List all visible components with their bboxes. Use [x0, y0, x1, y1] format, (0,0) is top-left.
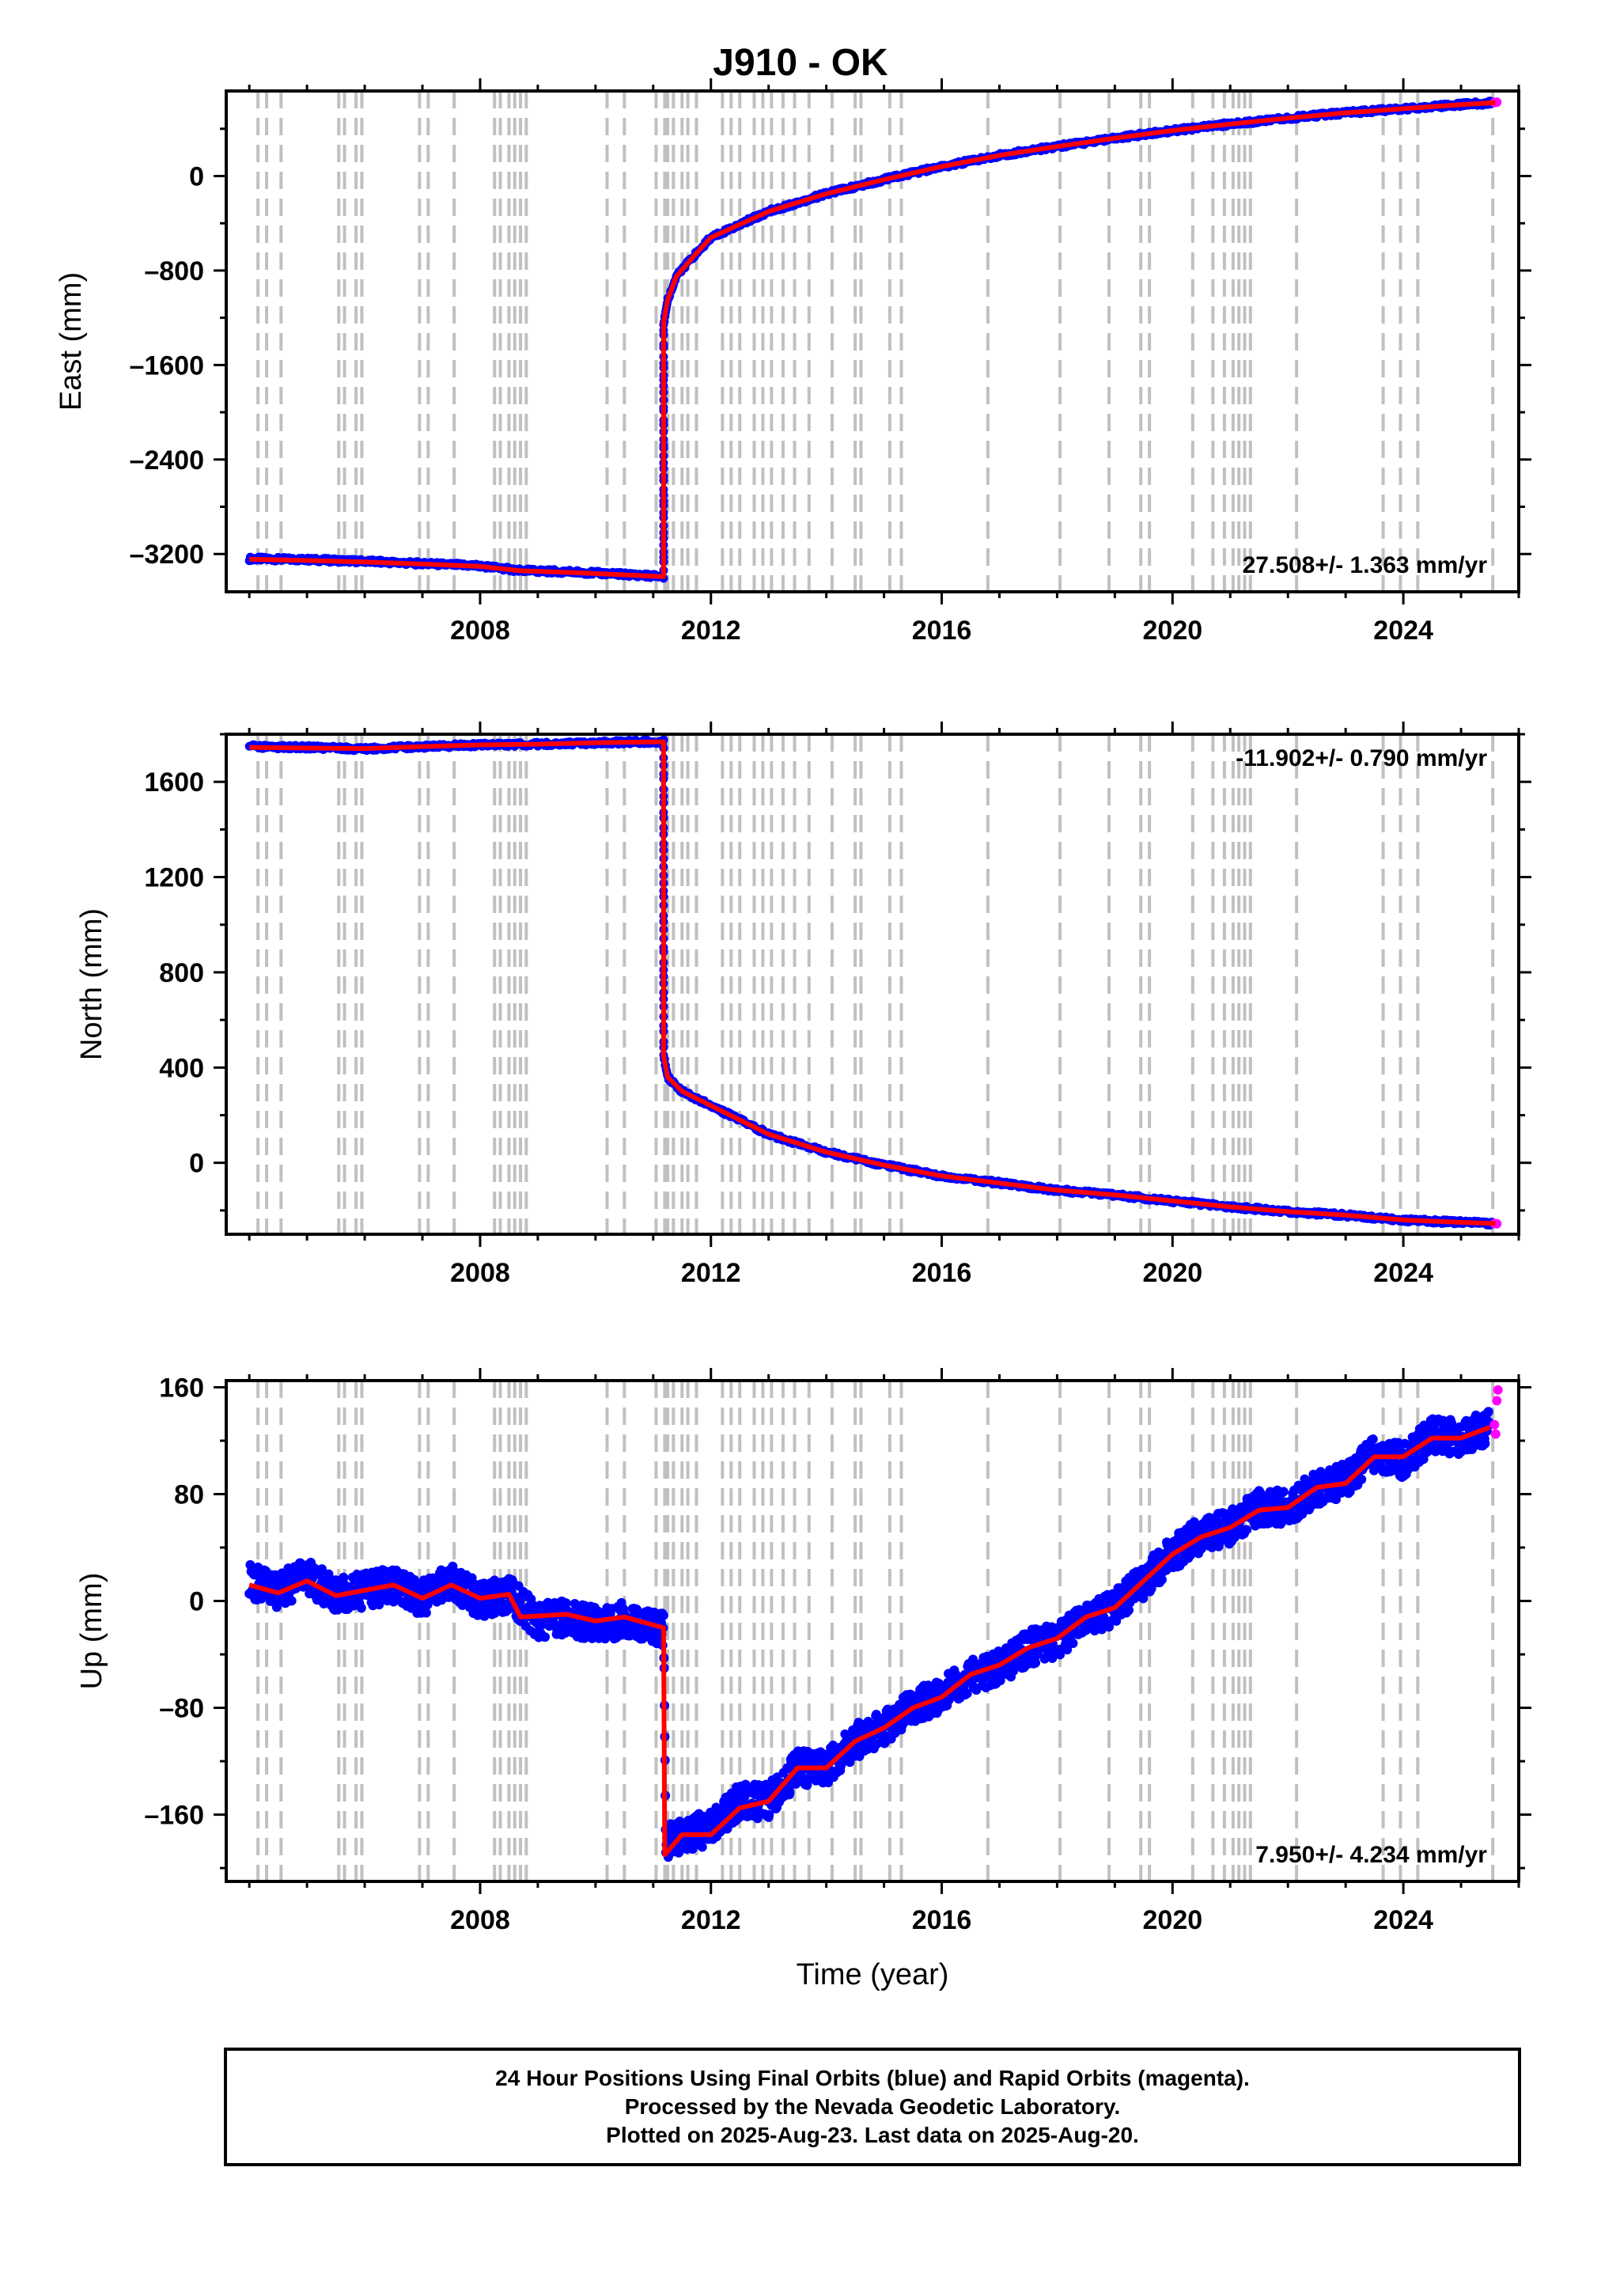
- final-orbit-point: [1096, 1624, 1107, 1635]
- final-orbit-point: [1124, 1605, 1134, 1616]
- final-orbit-point: [1156, 1574, 1167, 1585]
- final-orbit-point: [356, 1603, 366, 1613]
- final-orbit-point: [316, 1564, 327, 1574]
- x-tick-label: 2008: [450, 616, 510, 646]
- y-tick-label: 0: [189, 1149, 204, 1179]
- y-tick-label: –2400: [129, 445, 204, 475]
- final-orbit-point: [697, 1842, 707, 1852]
- x-tick-label: 2012: [681, 616, 741, 646]
- final-orbit-point: [561, 1598, 571, 1608]
- final-orbit-point: [422, 1600, 433, 1610]
- y-axis-label: East (mm): [55, 272, 88, 411]
- plot-frame: [225, 733, 1520, 1236]
- event-lines: [256, 1381, 1495, 1881]
- final-orbit-point: [785, 1787, 795, 1798]
- y-tick-label: 800: [159, 958, 204, 988]
- chart-title: J910 - OK: [713, 42, 888, 84]
- x-tick-label: 2020: [1143, 616, 1203, 646]
- data-points: [244, 735, 1502, 1230]
- data-points: [244, 1385, 1503, 1862]
- x-tick-label: 2024: [1373, 616, 1433, 646]
- final-orbit-point: [1055, 1650, 1065, 1660]
- x-tick-label: 2016: [912, 616, 972, 646]
- north-panel: 2008 2012 2016 2020 2024 0 400 800 1200 1600 North…: [75, 722, 1531, 1288]
- x-tick-label: 2020: [1143, 1258, 1203, 1288]
- x-tick-label: 2008: [450, 1258, 510, 1288]
- y-tick-label: 1200: [144, 863, 204, 893]
- y-tick-label: 1600: [144, 767, 204, 798]
- final-orbit-point: [962, 1688, 972, 1699]
- final-orbit-point: [1031, 1658, 1041, 1668]
- final-orbit-point: [286, 1596, 297, 1606]
- final-orbit-point: [1062, 1645, 1073, 1655]
- event-lines: [256, 734, 1495, 1234]
- y-tick-label: –3200: [129, 540, 204, 570]
- model-fit-line: [249, 739, 1496, 1226]
- velocity-rate-label: -11.902+/- 0.790 mm/yr: [1236, 745, 1487, 771]
- final-orbit-point: [421, 1608, 431, 1618]
- east-panel: 2008 2012 2016 2020 2024 –3200 –2400 –1600 –800 0…: [55, 78, 1531, 646]
- final-orbit-point: [540, 1632, 551, 1642]
- final-orbit-point: [1138, 1593, 1149, 1604]
- x-tick-label: 2012: [681, 1258, 741, 1288]
- final-orbit-point: [490, 1608, 500, 1618]
- final-orbit-point: [1068, 1639, 1078, 1649]
- x-tick-label: 2016: [912, 1258, 972, 1288]
- data-points: [244, 97, 1502, 583]
- model-fit-line: [249, 100, 1496, 579]
- y-tick-label: 0: [189, 161, 204, 191]
- final-orbit-point: [764, 1809, 774, 1820]
- final-orbit-point: [1189, 1517, 1199, 1527]
- final-orbit-point: [658, 1610, 668, 1620]
- x-tick-label: 2024: [1373, 1258, 1433, 1288]
- final-orbit-point: [374, 1600, 384, 1610]
- event-lines: [256, 91, 1495, 592]
- velocity-rate-label: 27.508+/- 1.363 mm/yr: [1243, 552, 1488, 578]
- y-tick-label: 400: [159, 1053, 204, 1083]
- plot-frame: [225, 89, 1520, 593]
- y-tick-label: –800: [144, 256, 204, 286]
- y-tick-label: –1600: [129, 350, 204, 381]
- y-axis-label: North (mm): [75, 908, 108, 1060]
